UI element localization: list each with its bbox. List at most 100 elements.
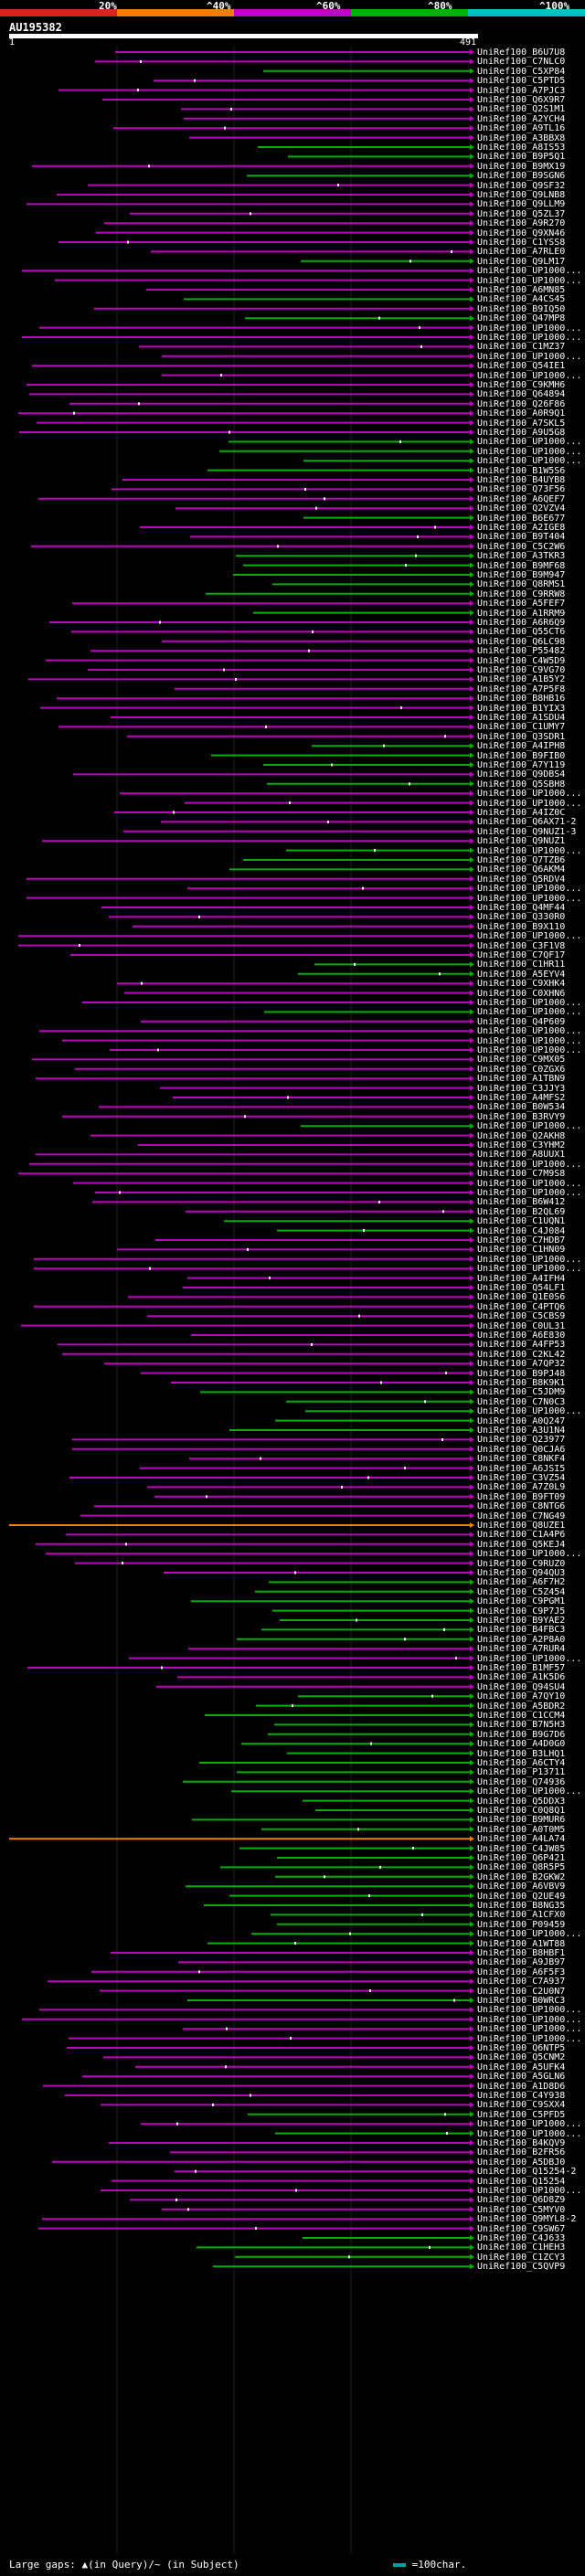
hit-label[interactable]: UniRef100_UP1000... xyxy=(477,1045,582,1055)
hit-label[interactable]: UniRef100_B4KQV9 xyxy=(477,2138,566,2148)
hit-label[interactable]: UniRef100_A3BBX8 xyxy=(477,133,566,143)
hit-label[interactable]: UniRef100_UP1000... xyxy=(477,893,582,904)
hit-label[interactable]: UniRef100_UP1000... xyxy=(477,333,582,343)
hit-label[interactable]: UniRef100_A6CTY4 xyxy=(477,1758,566,1768)
hit-label[interactable]: UniRef100_C5PFD5 xyxy=(477,2109,566,2120)
hit-label[interactable]: UniRef100_A6MN85 xyxy=(477,285,566,295)
hit-label[interactable]: UniRef100_Q6AKM4 xyxy=(477,864,566,875)
hit-label[interactable]: UniRef100_B9IQ50 xyxy=(477,303,566,314)
hit-label[interactable]: UniRef100_C7NG49 xyxy=(477,1511,566,1521)
hit-label[interactable]: UniRef100_C4W5D9 xyxy=(477,655,566,666)
hit-label[interactable]: UniRef100_C7NLC0 xyxy=(477,57,566,68)
hit-label[interactable]: UniRef100_A1WT88 xyxy=(477,1938,566,1949)
hit-label[interactable]: UniRef100_C9SXX4 xyxy=(477,2100,566,2111)
hit-label[interactable]: UniRef100_A7RUR4 xyxy=(477,1644,566,1655)
hit-label[interactable]: UniRef100_UP1000... xyxy=(477,1406,582,1417)
hit-label[interactable]: UniRef100_Q5KEJ4 xyxy=(477,1539,566,1550)
hit-label[interactable]: UniRef100_UP1000... xyxy=(477,446,582,457)
hit-label[interactable]: UniRef100_B8NG35 xyxy=(477,1901,566,1911)
hit-label[interactable]: UniRef100_A5BDR2 xyxy=(477,1701,566,1712)
hit-label[interactable]: UniRef100_UP1000... xyxy=(477,1264,582,1275)
hit-label[interactable]: UniRef100_C5JDM9 xyxy=(477,1387,566,1398)
hit-label[interactable]: UniRef100_A7Z0L9 xyxy=(477,1482,566,1493)
hit-label[interactable]: UniRef100_C5C2W6 xyxy=(477,541,566,552)
hit-label[interactable]: UniRef100_A9U5G8 xyxy=(477,428,566,438)
hit-label[interactable]: UniRef100_A9R270 xyxy=(477,218,566,229)
hit-label[interactable]: UniRef100_Q54LF1 xyxy=(477,1283,566,1293)
hit-label[interactable]: UniRef100_C1UQN1 xyxy=(477,1216,566,1227)
hit-label[interactable]: UniRef100_A6F5F3 xyxy=(477,1966,566,1977)
hit-label[interactable]: UniRef100_C9SW67 xyxy=(477,2223,566,2234)
hit-label[interactable]: UniRef100_Q55CT6 xyxy=(477,627,566,638)
hit-label[interactable]: UniRef100_C2KL42 xyxy=(477,1349,566,1360)
hit-label[interactable]: UniRef100_Q8RMS1 xyxy=(477,579,566,590)
hit-label[interactable]: UniRef100_B9X110 xyxy=(477,921,566,932)
hit-label[interactable]: UniRef100_UP1000... xyxy=(477,1549,582,1560)
hit-label[interactable]: UniRef100_B3RVY9 xyxy=(477,1111,566,1122)
hit-label[interactable]: UniRef100_A5UFK4 xyxy=(477,2062,566,2072)
hit-label[interactable]: UniRef100_UP1000... xyxy=(477,370,582,381)
hit-label[interactable]: UniRef100_Q47MP8 xyxy=(477,313,566,324)
hit-label[interactable]: UniRef100_C1A4P6 xyxy=(477,1530,566,1541)
hit-label[interactable]: UniRef100_A4IZ0C xyxy=(477,808,566,818)
hit-label[interactable]: UniRef100_A0R9Q1 xyxy=(477,408,566,419)
hit-label[interactable]: UniRef100_Q94SU4 xyxy=(477,1681,566,1692)
hit-label[interactable]: UniRef100_Q3SDR1 xyxy=(477,731,566,742)
hit-label[interactable]: UniRef100_B1MF57 xyxy=(477,1663,566,1673)
hit-label[interactable]: UniRef100_A8IS53 xyxy=(477,143,566,153)
hit-label[interactable]: UniRef100_A7Y119 xyxy=(477,760,566,770)
hit-label[interactable]: UniRef100_A9JB97 xyxy=(477,1957,566,1968)
hit-label[interactable]: UniRef100_Q4P609 xyxy=(477,1016,566,1027)
hit-label[interactable]: UniRef100_Q9SF32 xyxy=(477,180,566,191)
hit-label[interactable]: UniRef100_UP1000... xyxy=(477,798,582,809)
hit-label[interactable]: UniRef100_A1SDU4 xyxy=(477,713,566,723)
hit-label[interactable]: UniRef100_C4PTQ6 xyxy=(477,1301,566,1312)
hit-label[interactable]: UniRef100_UP1000... xyxy=(477,2119,582,2130)
hit-label[interactable]: UniRef100_B9PJ48 xyxy=(477,1368,566,1379)
hit-label[interactable]: UniRef100_B6W412 xyxy=(477,1197,566,1208)
hit-label[interactable]: UniRef100_C0XHN6 xyxy=(477,988,566,999)
hit-label[interactable]: UniRef100_C7M9S8 xyxy=(477,1169,566,1180)
hit-label[interactable]: UniRef100_C2U0N7 xyxy=(477,1986,566,1997)
hit-label[interactable]: UniRef100_C1CCM4 xyxy=(477,1711,566,1721)
hit-label[interactable]: UniRef100_Q2UE49 xyxy=(477,1891,566,1902)
hit-label[interactable]: UniRef100_B8K9K1 xyxy=(477,1378,566,1388)
hit-label[interactable]: UniRef100_Q9LM17 xyxy=(477,256,566,267)
hit-label[interactable]: UniRef100_Q26F86 xyxy=(477,398,566,409)
hit-label[interactable]: UniRef100_UP1000... xyxy=(477,1254,582,1265)
hit-label[interactable]: UniRef100_B9FIB0 xyxy=(477,750,566,761)
hit-label[interactable]: UniRef100_C9VG70 xyxy=(477,665,566,675)
hit-label[interactable]: UniRef100_UP1000... xyxy=(477,1786,582,1797)
hit-label[interactable]: UniRef100_Q94QU3 xyxy=(477,1568,566,1578)
hit-label[interactable]: UniRef100_A7SKL5 xyxy=(477,418,566,429)
hit-label[interactable]: UniRef100_C9XHK4 xyxy=(477,979,566,990)
hit-label[interactable]: UniRef100_Q9NUZ1 xyxy=(477,836,566,847)
hit-label[interactable]: UniRef100_UP1000... xyxy=(477,1653,582,1664)
hit-label[interactable]: UniRef100_A4MFS2 xyxy=(477,1093,566,1103)
hit-label[interactable]: UniRef100_Q1E0S6 xyxy=(477,1292,566,1303)
hit-label[interactable]: UniRef100_Q9XN46 xyxy=(477,228,566,239)
hit-label[interactable]: UniRef100_B9M947 xyxy=(477,570,566,580)
hit-label[interactable]: UniRef100_C9RRW8 xyxy=(477,588,566,599)
hit-label[interactable]: UniRef100_Q6D8Z9 xyxy=(477,2195,566,2206)
hit-label[interactable]: UniRef100_C1MZ37 xyxy=(477,342,566,353)
hit-label[interactable]: UniRef100_B0W534 xyxy=(477,1102,566,1113)
hit-label[interactable]: UniRef100_B6E677 xyxy=(477,513,566,524)
hit-label[interactable]: UniRef100_Q6X9R7 xyxy=(477,95,566,105)
hit-label[interactable]: UniRef100_C4J633 xyxy=(477,2233,566,2243)
hit-label[interactable]: UniRef100_A1TBN9 xyxy=(477,1074,566,1085)
hit-label[interactable]: UniRef100_B9FT09 xyxy=(477,1491,566,1502)
hit-label[interactable]: UniRef100_C4Y938 xyxy=(477,2091,566,2101)
hit-label[interactable]: UniRef100_C4JW85 xyxy=(477,1843,566,1854)
hit-label[interactable]: UniRef100_C9RUZ0 xyxy=(477,1558,566,1569)
hit-label[interactable]: UniRef100_C8NTG6 xyxy=(477,1501,566,1512)
hit-label[interactable]: UniRef100_Q9MYL8-2 xyxy=(477,2214,577,2225)
hit-label[interactable]: UniRef100_Q8UZE1 xyxy=(477,1521,566,1531)
hit-label[interactable]: UniRef100_UP1000... xyxy=(477,1178,582,1189)
hit-label[interactable]: UniRef100_C1HN09 xyxy=(477,1245,566,1256)
hit-label[interactable]: UniRef100_A4D0G0 xyxy=(477,1739,566,1750)
hit-label[interactable]: UniRef100_Q9DBS4 xyxy=(477,769,566,780)
hit-label[interactable]: UniRef100_A2YCH4 xyxy=(477,113,566,124)
hit-label[interactable]: UniRef100_C7A937 xyxy=(477,1977,566,1988)
hit-label[interactable]: UniRef100_B8HB16 xyxy=(477,694,566,705)
